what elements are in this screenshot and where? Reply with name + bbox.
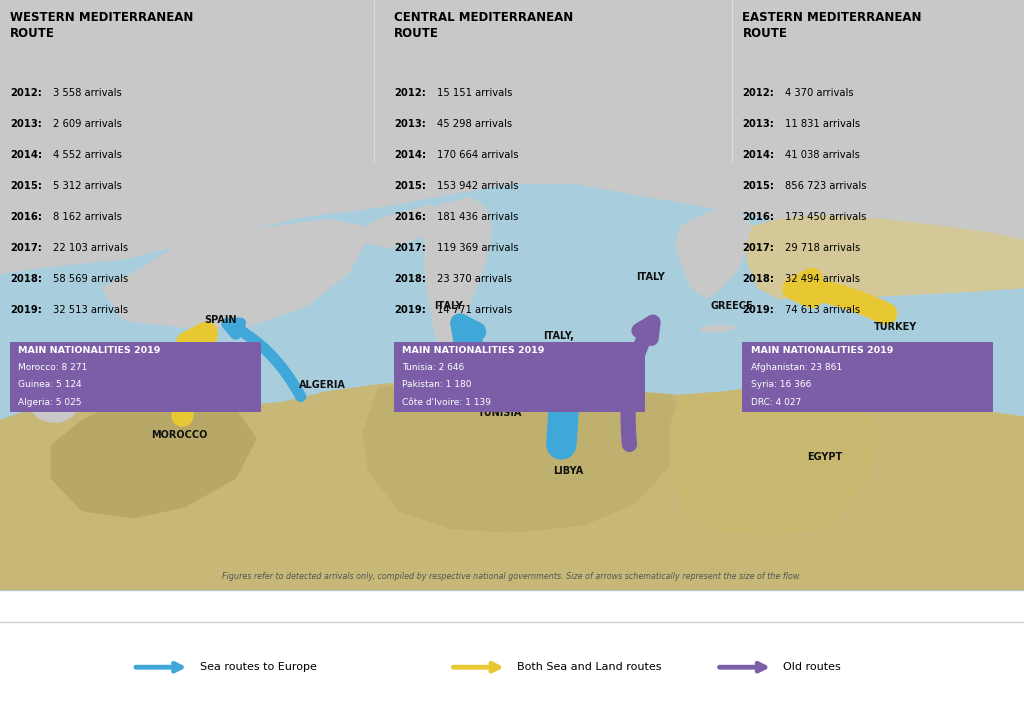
Text: Algeria: 5 025: Algeria: 5 025: [18, 398, 82, 407]
Text: 173 450 arrivals: 173 450 arrivals: [785, 212, 866, 222]
Text: DRC: 4 027: DRC: 4 027: [751, 398, 801, 407]
Text: 22 103 arrivals: 22 103 arrivals: [53, 243, 128, 253]
Text: EASTERN MEDITERRANEAN
ROUTE: EASTERN MEDITERRANEAN ROUTE: [742, 11, 922, 40]
Text: ITALY: ITALY: [434, 301, 463, 311]
Text: 45 298 arrivals: 45 298 arrivals: [437, 119, 512, 129]
Bar: [10, 342, 261, 412]
Text: 2014:: 2014:: [10, 150, 42, 160]
Text: 170 664 arrivals: 170 664 arrivals: [437, 150, 519, 160]
Text: Old routes: Old routes: [783, 662, 841, 672]
Text: 4 370 arrivals: 4 370 arrivals: [785, 88, 854, 99]
Text: 8 162 arrivals: 8 162 arrivals: [53, 212, 122, 222]
Text: 2015:: 2015:: [10, 181, 42, 191]
Polygon shape: [676, 209, 753, 298]
Polygon shape: [671, 385, 881, 536]
Text: 29 718 arrivals: 29 718 arrivals: [785, 243, 860, 253]
Polygon shape: [364, 381, 686, 532]
Text: ITALY,
MALTA: ITALY, MALTA: [541, 331, 575, 352]
Text: 15 151 arrivals: 15 151 arrivals: [437, 88, 513, 99]
Text: TURKEY: TURKEY: [874, 322, 918, 332]
Text: SPAIN: SPAIN: [204, 315, 237, 325]
Text: 32 494 arrivals: 32 494 arrivals: [785, 274, 860, 284]
Polygon shape: [51, 395, 256, 518]
Text: MOROCCO: MOROCCO: [151, 430, 208, 440]
Circle shape: [32, 390, 77, 422]
Polygon shape: [425, 198, 492, 352]
Text: MAIN NATIONALITIES 2019: MAIN NATIONALITIES 2019: [751, 346, 893, 355]
Text: 14 771 arrivals: 14 771 arrivals: [437, 305, 512, 315]
Polygon shape: [701, 325, 737, 332]
Text: 2016:: 2016:: [742, 212, 774, 222]
Text: 2012:: 2012:: [10, 88, 42, 99]
Text: LIBYA: LIBYA: [553, 466, 584, 476]
Text: 58 569 arrivals: 58 569 arrivals: [53, 274, 128, 284]
Bar: [394, 342, 645, 412]
Text: 153 942 arrivals: 153 942 arrivals: [437, 181, 519, 191]
Polygon shape: [748, 216, 1024, 298]
Text: 32 513 arrivals: 32 513 arrivals: [53, 305, 128, 315]
Text: EGYPT: EGYPT: [807, 452, 842, 462]
Text: TUNISIA: TUNISIA: [477, 408, 522, 418]
Text: Guinea: 5 124: Guinea: 5 124: [18, 380, 82, 390]
Bar: [0, 129, 1024, 590]
Polygon shape: [102, 219, 369, 327]
Text: 2019:: 2019:: [394, 305, 426, 315]
Text: 2017:: 2017:: [394, 243, 426, 253]
Text: 2018:: 2018:: [394, 274, 426, 284]
Text: CENTRAL MEDITERRANEAN
ROUTE: CENTRAL MEDITERRANEAN ROUTE: [394, 11, 573, 40]
Polygon shape: [0, 381, 1024, 590]
Text: GREECE: GREECE: [711, 301, 754, 311]
Text: 2012:: 2012:: [742, 88, 774, 99]
Polygon shape: [0, 0, 1024, 273]
Text: ITALY: ITALY: [636, 272, 665, 282]
Text: 2018:: 2018:: [742, 274, 774, 284]
Text: 2014:: 2014:: [742, 150, 774, 160]
Text: Syria: 16 366: Syria: 16 366: [751, 380, 811, 390]
Text: Sea routes to Europe: Sea routes to Europe: [200, 662, 316, 672]
Text: WESTERN MEDITERRANEAN
ROUTE: WESTERN MEDITERRANEAN ROUTE: [10, 11, 194, 40]
Text: 2 609 arrivals: 2 609 arrivals: [53, 119, 122, 129]
Text: 41 038 arrivals: 41 038 arrivals: [785, 150, 860, 160]
Text: Côte d'Ivoire: 1 139: Côte d'Ivoire: 1 139: [402, 398, 492, 407]
Text: 2016:: 2016:: [394, 212, 426, 222]
Text: MAIN NATIONALITIES 2019: MAIN NATIONALITIES 2019: [402, 346, 545, 355]
Text: 3 558 arrivals: 3 558 arrivals: [53, 88, 122, 99]
Text: 2012:: 2012:: [394, 88, 426, 99]
Polygon shape: [451, 360, 481, 374]
Circle shape: [510, 365, 524, 375]
Text: 4 552 arrivals: 4 552 arrivals: [53, 150, 122, 160]
Text: 2015:: 2015:: [742, 181, 774, 191]
Text: Both Sea and Land routes: Both Sea and Land routes: [517, 662, 662, 672]
Text: 181 436 arrivals: 181 436 arrivals: [437, 212, 518, 222]
Text: 119 369 arrivals: 119 369 arrivals: [437, 243, 519, 253]
Text: 11 831 arrivals: 11 831 arrivals: [785, 119, 860, 129]
Text: 2014:: 2014:: [394, 150, 426, 160]
Text: 856 723 arrivals: 856 723 arrivals: [785, 181, 867, 191]
Text: Morocco: 8 271: Morocco: 8 271: [18, 363, 88, 372]
Text: 23 370 arrivals: 23 370 arrivals: [437, 274, 512, 284]
Text: Figures refer to detected arrivals only, compiled by respective national governm: Figures refer to detected arrivals only,…: [222, 572, 802, 581]
Text: 2013:: 2013:: [742, 119, 774, 129]
Text: 2013:: 2013:: [10, 119, 42, 129]
Text: 2017:: 2017:: [10, 243, 42, 253]
Text: 74 613 arrivals: 74 613 arrivals: [785, 305, 860, 315]
Text: 5 312 arrivals: 5 312 arrivals: [53, 181, 122, 191]
Text: 2019:: 2019:: [10, 305, 42, 315]
Text: 2018:: 2018:: [10, 274, 42, 284]
Text: 2013:: 2013:: [394, 119, 426, 129]
Text: 2015:: 2015:: [394, 181, 426, 191]
Text: 2019:: 2019:: [742, 305, 774, 315]
Text: 2016:: 2016:: [10, 212, 42, 222]
Text: ALGERIA: ALGERIA: [299, 380, 346, 390]
Text: 2017:: 2017:: [742, 243, 774, 253]
Polygon shape: [348, 205, 451, 248]
Text: Afghanistan: 23 861: Afghanistan: 23 861: [751, 363, 842, 372]
Bar: [742, 342, 993, 412]
Text: Pakistan: 1 180: Pakistan: 1 180: [402, 380, 472, 390]
Text: CANARY
ISLANDS: CANARY ISLANDS: [34, 390, 79, 408]
Text: Tunisia: 2 646: Tunisia: 2 646: [402, 363, 465, 372]
Text: MAIN NATIONALITIES 2019: MAIN NATIONALITIES 2019: [18, 346, 161, 355]
